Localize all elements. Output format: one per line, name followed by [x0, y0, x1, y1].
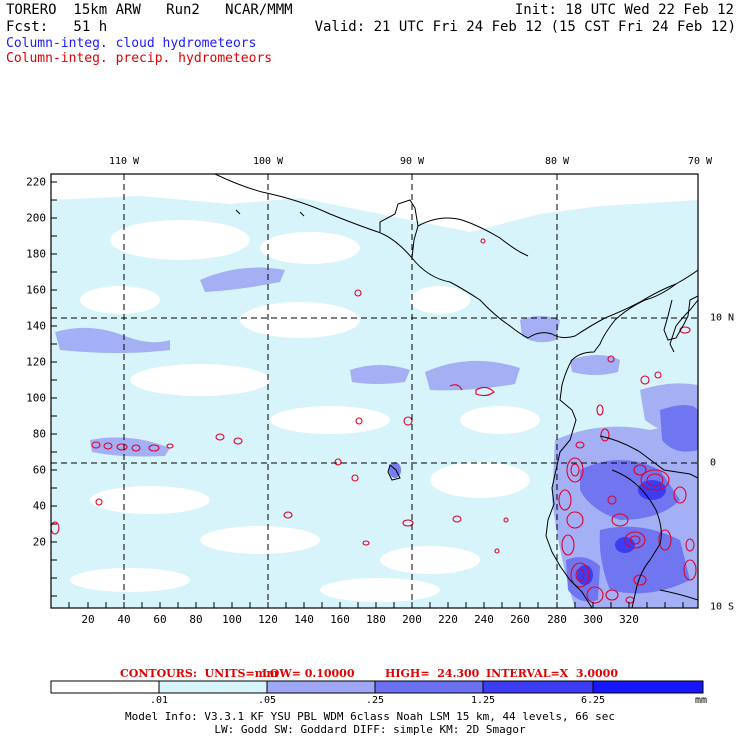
x-tick: 100 — [222, 613, 242, 626]
y-tick: 140 — [26, 319, 46, 333]
x-tick: 240 — [474, 613, 494, 626]
colorbar-label: 6.25 — [580, 695, 606, 706]
map-frame — [50, 173, 699, 609]
y-tick: 180 — [26, 247, 46, 261]
graticule — [51, 174, 698, 608]
lon-label-110w: 110 W — [108, 156, 140, 167]
x-tick: 80 — [189, 613, 203, 626]
lon-label-100w: 100 W — [252, 156, 284, 167]
y-tick: 40 — [32, 499, 46, 513]
model-info: Model Info: V3.3.1 KF YSU PBL WDM 6class… — [124, 710, 616, 723]
colorbar-label: 1.25 — [470, 695, 496, 706]
colorbar — [50, 680, 704, 694]
legend-precip: Column-integ. precip. hydrometeors — [6, 51, 273, 66]
colorbar-label: .05 — [257, 695, 277, 706]
model-info-physics: LW: Godd SW: Goddard DIFF: simple KM: 2D… — [214, 723, 526, 736]
x-tick: 20 — [81, 613, 95, 626]
y-tick: 80 — [32, 427, 46, 441]
y-tick: 100 — [26, 391, 46, 405]
contour-high: HIGH= 24.300 — [385, 667, 480, 680]
legend-cloud: Column-integ. cloud hydrometeors — [6, 36, 257, 51]
y-tick: 120 — [26, 355, 46, 369]
x-tick: 260 — [510, 613, 530, 626]
valid-time: Valid: 21 UTC Fri 24 Feb 12 (15 CST Fri … — [314, 19, 736, 35]
lon-label-70w: 70 W — [687, 156, 713, 167]
lon-label-80w: 80 W — [544, 156, 570, 167]
precip-contours — [51, 238, 697, 604]
y-tick: 220 — [26, 175, 46, 189]
x-tick: 60 — [153, 613, 167, 626]
cloud-field — [51, 196, 698, 608]
y-tick: 200 — [26, 211, 46, 225]
x-tick: 180 — [366, 613, 386, 626]
x-tick: 200 — [402, 613, 422, 626]
lon-label-90w: 90 W — [399, 156, 425, 167]
x-tick: 220 — [438, 613, 458, 626]
y-tick: 60 — [32, 463, 46, 477]
y-tick: 160 — [26, 283, 46, 297]
axis-ticks — [51, 181, 684, 608]
x-tick: 140 — [294, 613, 314, 626]
x-tick: 40 — [117, 613, 131, 626]
coastlines — [214, 174, 698, 608]
init-time: Init: 18 UTC Wed 22 Feb 12 — [514, 2, 734, 18]
contour-low: LOW= 0.10000 — [262, 667, 355, 680]
x-tick: 300 — [583, 613, 603, 626]
model-title: TORERO 15km ARW Run2 NCAR/MMM — [6, 2, 293, 18]
colorbar-label: .01 — [149, 695, 169, 706]
x-tick: 320 — [619, 613, 639, 626]
x-tick: 160 — [330, 613, 350, 626]
colorbar-unit: mm — [694, 695, 708, 706]
y-tick: 20 — [32, 535, 46, 549]
lat-label-10s: 10 S — [710, 601, 735, 613]
lat-label-0: 0 — [710, 457, 717, 469]
contour-interval: INTERVAL=X 3.0000 — [486, 667, 618, 680]
colorbar-label: .25 — [365, 695, 385, 706]
lat-label-10n: 10 N — [710, 312, 735, 324]
contour-units: CONTOURS: UNITS=mm — [120, 667, 278, 680]
x-tick: 280 — [547, 613, 567, 626]
forecast-hour: Fcst: 51 h — [6, 19, 108, 35]
x-tick: 120 — [258, 613, 278, 626]
